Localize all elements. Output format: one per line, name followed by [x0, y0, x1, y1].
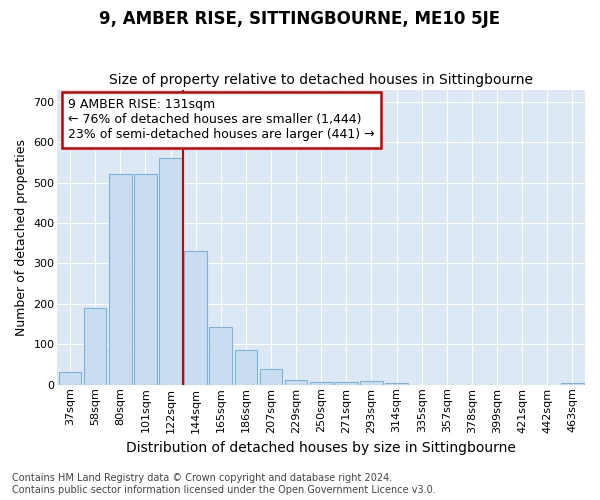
Bar — [109, 174, 131, 385]
Bar — [159, 158, 182, 385]
Bar — [385, 382, 408, 385]
Bar — [360, 380, 383, 385]
Text: Contains HM Land Registry data © Crown copyright and database right 2024.
Contai: Contains HM Land Registry data © Crown c… — [12, 474, 436, 495]
Bar — [335, 382, 358, 385]
Y-axis label: Number of detached properties: Number of detached properties — [15, 138, 28, 336]
Bar — [285, 380, 307, 385]
Bar — [59, 372, 82, 385]
Text: 9, AMBER RISE, SITTINGBOURNE, ME10 5JE: 9, AMBER RISE, SITTINGBOURNE, ME10 5JE — [100, 10, 500, 28]
Text: 9 AMBER RISE: 131sqm
← 76% of detached houses are smaller (1,444)
23% of semi-de: 9 AMBER RISE: 131sqm ← 76% of detached h… — [68, 98, 374, 142]
X-axis label: Distribution of detached houses by size in Sittingbourne: Distribution of detached houses by size … — [126, 441, 516, 455]
Bar — [134, 174, 157, 385]
Bar — [561, 382, 584, 385]
Title: Size of property relative to detached houses in Sittingbourne: Size of property relative to detached ho… — [109, 73, 533, 87]
Bar — [310, 382, 332, 385]
Bar — [209, 328, 232, 385]
Bar — [235, 350, 257, 385]
Bar — [260, 368, 282, 385]
Bar — [84, 308, 106, 385]
Bar — [184, 252, 207, 385]
